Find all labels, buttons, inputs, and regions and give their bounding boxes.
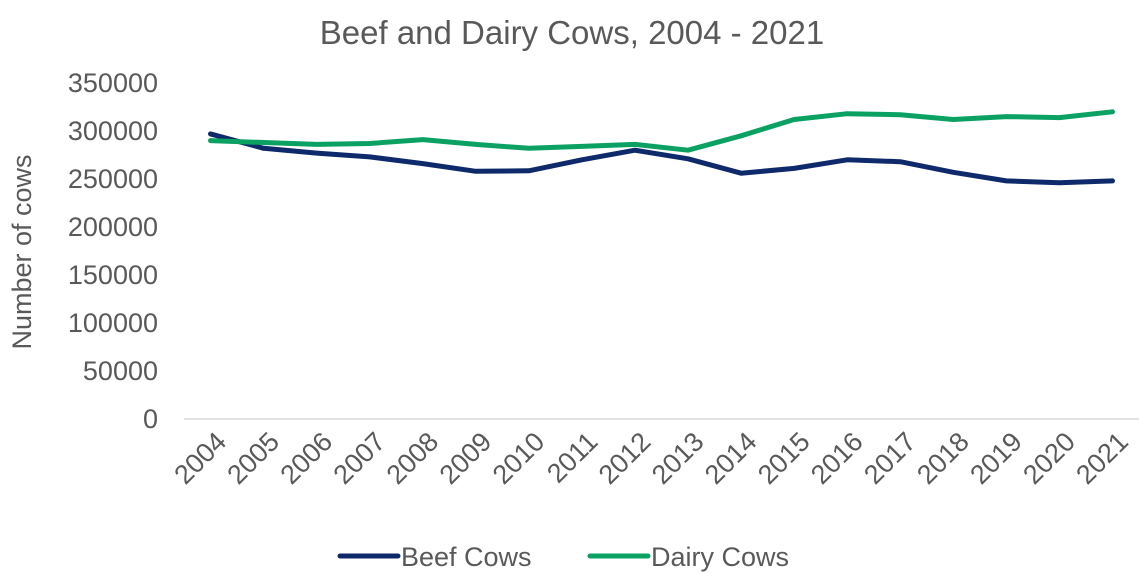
chart-title: Beef and Dairy Cows, 2004 - 2021 <box>320 14 824 51</box>
y-tick-label: 50000 <box>83 356 158 386</box>
x-tick-label: 2020 <box>1017 426 1081 490</box>
x-tick-label: 2008 <box>381 426 445 490</box>
legend-label-beef-cows: Beef Cows <box>401 542 532 572</box>
legend-label-dairy-cows: Dairy Cows <box>651 542 789 572</box>
x-tick-label: 2015 <box>752 426 816 490</box>
series-line-beef-cows <box>208 131 1115 186</box>
x-tick-label: 2021 <box>1070 426 1134 490</box>
x-tick-label: 2014 <box>699 426 763 490</box>
y-axis: 0 50000 100000 150000 200000 250000 300000 3500… <box>68 68 158 434</box>
legend: Beef Cows Dairy Cows <box>337 542 789 572</box>
x-tick-label: 2005 <box>221 426 285 490</box>
x-tick-label: 2010 <box>487 426 551 490</box>
x-tick-label: 2006 <box>275 426 339 490</box>
x-axis: 2004200520062007200820092010201120122013… <box>168 426 1134 490</box>
x-tick-label: 2013 <box>646 426 710 490</box>
x-tick-label: 2016 <box>805 426 869 490</box>
plot-area <box>208 109 1115 186</box>
y-tick-label: 350000 <box>68 68 158 98</box>
x-tick-label: 2004 <box>168 426 232 490</box>
series-line-dairy-cows <box>208 109 1115 153</box>
x-tick-label: 2019 <box>964 426 1028 490</box>
x-tick-label: 2009 <box>434 426 498 490</box>
x-tick-label: 2017 <box>858 426 922 490</box>
x-tick-label: 2011 <box>541 426 603 488</box>
y-tick-label: 150000 <box>68 260 158 290</box>
y-tick-label: 0 <box>143 404 158 434</box>
y-tick-label: 100000 <box>68 308 158 338</box>
y-tick-label: 200000 <box>68 212 158 242</box>
y-axis-label: Number of cows <box>7 154 37 349</box>
x-tick-label: 2007 <box>328 426 392 490</box>
y-tick-label: 250000 <box>68 164 158 194</box>
x-tick-label: 2018 <box>911 426 975 490</box>
x-tick-label: 2012 <box>593 426 657 490</box>
y-tick-label: 300000 <box>68 116 158 146</box>
